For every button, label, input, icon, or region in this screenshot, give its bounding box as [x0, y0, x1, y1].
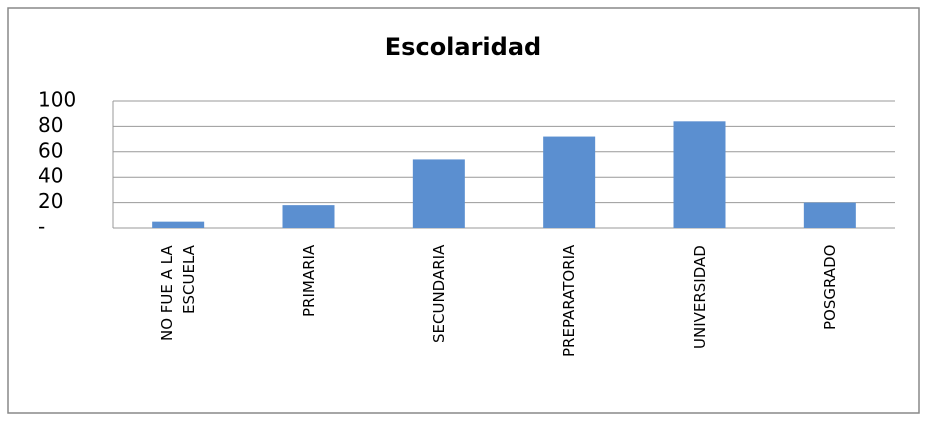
y-tick-label: 100 [38, 88, 76, 112]
y-tick-label: 80 [38, 113, 63, 137]
x-tick-label: NO FUE A LA ESCUELA [158, 245, 199, 341]
y-tick-label: - [38, 215, 45, 239]
bar [152, 221, 205, 228]
bar [282, 205, 335, 228]
x-tick-label: POSGRADO [820, 245, 839, 331]
x-tick-label: PREPARATORIA [560, 245, 579, 358]
y-tick-label: 40 [38, 164, 63, 188]
bar [412, 159, 465, 228]
bar [803, 202, 856, 228]
bar [543, 136, 596, 228]
x-tick-label: UNIVERSIDAD [690, 245, 709, 349]
x-tick-label: PRIMARIA [299, 245, 318, 318]
y-tick-label: 20 [38, 189, 63, 213]
x-tick-label: SECUNDARIA [429, 245, 448, 344]
chart-title: Escolaridad [385, 33, 541, 61]
bar [673, 121, 726, 228]
y-tick-label: 60 [38, 138, 63, 162]
